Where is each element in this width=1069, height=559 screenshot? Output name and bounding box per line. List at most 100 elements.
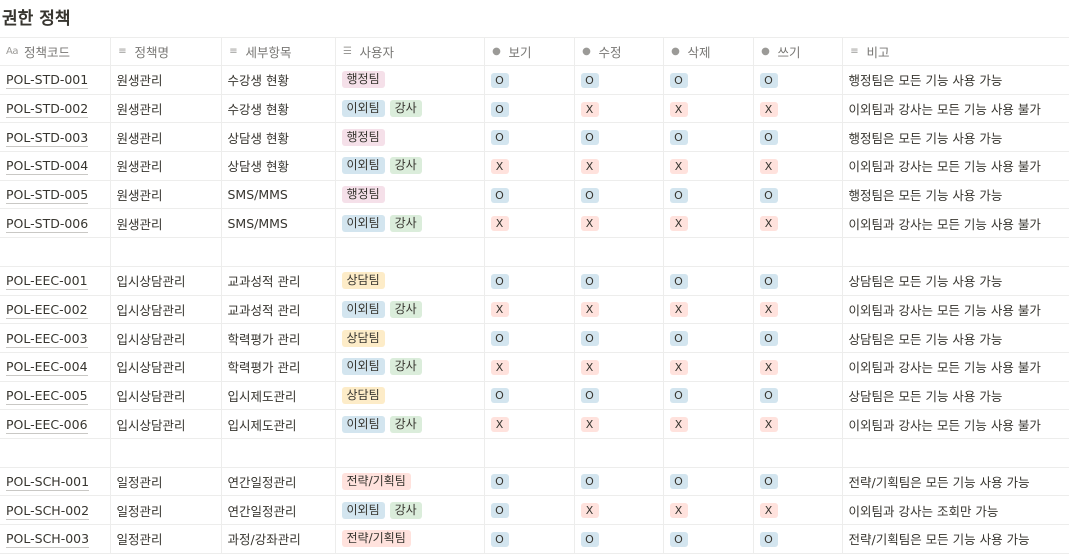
empty-cell[interactable]: [842, 438, 1069, 468]
cell-detail-item[interactable]: 학력평가 관리: [221, 352, 336, 382]
policy-code-text[interactable]: POL-EEC-004: [6, 359, 88, 377]
empty-cell[interactable]: [335, 237, 485, 267]
cell-permission-edit[interactable]: O: [574, 524, 664, 554]
cell-detail-item[interactable]: 수강생 현황: [221, 65, 336, 95]
cell-policy-name[interactable]: 원생관리: [110, 208, 222, 239]
cell-permission-delete[interactable]: O: [663, 524, 754, 554]
cell-note[interactable]: 이외팀과 강사는 모든 기능 사용 불가: [842, 151, 1069, 181]
column-header-view[interactable]: ● 보기: [484, 37, 575, 66]
cell-permission-view[interactable]: O: [484, 180, 575, 210]
cell-policy-code[interactable]: POL-STD-004: [0, 151, 111, 181]
cell-detail-item[interactable]: 상담생 현황: [221, 151, 336, 181]
cell-users[interactable]: 행정팀: [335, 122, 485, 153]
cell-policy-name[interactable]: 입시상담관리: [110, 323, 222, 353]
cell-policy-name[interactable]: 일정관리: [110, 467, 222, 497]
cell-permission-view[interactable]: O: [484, 266, 575, 296]
cell-policy-name[interactable]: 원생관리: [110, 180, 222, 210]
policy-code-text[interactable]: POL-EEC-006: [6, 416, 88, 434]
cell-note[interactable]: 전략/기획팀은 모든 기능 사용 가능: [842, 524, 1069, 554]
table-row[interactable]: POL-STD-005 원생관리 SMS/MMS 행정팀 O O O O 행정팀은 모든 기능 …: [0, 180, 1069, 210]
table-row[interactable]: POL-EEC-001 입시상담관리 교과성적 관리 상담팀 O O O O 상담팀은 모든 기…: [0, 266, 1069, 296]
policy-code-text[interactable]: POL-STD-006: [6, 215, 89, 233]
cell-permission-edit[interactable]: X: [574, 208, 664, 239]
table-row[interactable]: POL-STD-004 원생관리 상담생 현황 이외팀 강사 X X X X 이외팀과 강사는 모…: [0, 151, 1069, 181]
cell-detail-item[interactable]: SMS/MMS: [221, 208, 336, 239]
cell-permission-edit[interactable]: X: [574, 495, 664, 525]
cell-note[interactable]: 이외팀과 강사는 모든 기능 사용 불가: [842, 94, 1069, 124]
policy-code-text[interactable]: POL-STD-001: [6, 72, 89, 90]
cell-users[interactable]: 이외팀 강사: [335, 409, 485, 439]
empty-cell[interactable]: [110, 237, 222, 267]
cell-note[interactable]: 상담팀은 모든 기능 사용 가능: [842, 323, 1069, 353]
cell-note[interactable]: 이외팀과 강사는 조회만 가능: [842, 495, 1069, 525]
empty-cell[interactable]: [753, 438, 843, 468]
cell-policy-code[interactable]: POL-STD-001: [0, 65, 111, 95]
cell-policy-code[interactable]: POL-STD-003: [0, 122, 111, 153]
empty-row[interactable]: [0, 237, 1069, 267]
column-header-note[interactable]: ≡ 비고: [842, 37, 1069, 66]
cell-permission-edit[interactable]: O: [574, 467, 664, 497]
cell-permission-delete[interactable]: X: [663, 151, 754, 181]
cell-permission-view[interactable]: O: [484, 524, 575, 554]
cell-permission-write[interactable]: X: [753, 409, 843, 439]
table-row[interactable]: POL-EEC-006 입시상담관리 입시제도관리 이외팀 강사 X X X X 이외팀과 강사는…: [0, 409, 1069, 439]
policy-code-text[interactable]: POL-STD-003: [6, 129, 89, 147]
cell-permission-write[interactable]: X: [753, 151, 843, 181]
cell-permission-delete[interactable]: O: [663, 467, 754, 497]
table-row[interactable]: POL-STD-003 원생관리 상담생 현황 행정팀 O O O O 행정팀은 모든 기능 사…: [0, 122, 1069, 153]
empty-cell[interactable]: [753, 237, 843, 267]
cell-note[interactable]: 이외팀과 강사는 모든 기능 사용 불가: [842, 295, 1069, 325]
column-header-name[interactable]: ≡ 정책명: [110, 37, 222, 66]
cell-policy-code[interactable]: POL-EEC-006: [0, 409, 111, 439]
cell-policy-name[interactable]: 입시상담관리: [110, 266, 222, 296]
empty-row[interactable]: [0, 438, 1069, 468]
table-row[interactable]: POL-STD-002 원생관리 수강생 현황 이외팀 강사 O X X X 이외팀과 강사는 모…: [0, 94, 1069, 124]
cell-permission-view[interactable]: O: [484, 467, 575, 497]
cell-permission-write[interactable]: O: [753, 266, 843, 296]
policy-code-text[interactable]: POL-EEC-003: [6, 330, 88, 348]
policy-code-text[interactable]: POL-EEC-005: [6, 387, 88, 405]
cell-permission-delete[interactable]: O: [663, 65, 754, 95]
table-row[interactable]: POL-EEC-005 입시상담관리 입시제도관리 상담팀 O O O O 상담팀은 모든 기능…: [0, 381, 1069, 411]
empty-cell[interactable]: [663, 438, 754, 468]
table-row[interactable]: POL-EEC-004 입시상담관리 학력평가 관리 이외팀 강사 X X X X 이외팀과 강사…: [0, 352, 1069, 382]
cell-permission-edit[interactable]: O: [574, 65, 664, 95]
cell-detail-item[interactable]: 연간일정관리: [221, 467, 336, 497]
cell-note[interactable]: 전략/기획팀은 모든 기능 사용 가능: [842, 467, 1069, 497]
cell-permission-view[interactable]: O: [484, 381, 575, 411]
cell-detail-item[interactable]: 입시제도관리: [221, 409, 336, 439]
cell-users[interactable]: 상담팀: [335, 381, 485, 411]
cell-users[interactable]: 전략/기획팀: [335, 467, 485, 497]
cell-permission-delete[interactable]: X: [663, 495, 754, 525]
cell-permission-view[interactable]: X: [484, 151, 575, 181]
cell-note[interactable]: 이외팀과 강사는 모든 기능 사용 불가: [842, 352, 1069, 382]
cell-permission-write[interactable]: X: [753, 295, 843, 325]
cell-permission-delete[interactable]: X: [663, 295, 754, 325]
cell-permission-edit[interactable]: X: [574, 352, 664, 382]
cell-permission-view[interactable]: O: [484, 65, 575, 95]
policy-code-text[interactable]: POL-EEC-001: [6, 273, 88, 291]
cell-permission-delete[interactable]: X: [663, 352, 754, 382]
cell-permission-delete[interactable]: X: [663, 208, 754, 239]
cell-permission-write[interactable]: X: [753, 94, 843, 124]
cell-permission-view[interactable]: X: [484, 208, 575, 239]
cell-permission-view[interactable]: O: [484, 323, 575, 353]
cell-note[interactable]: 이외팀과 강사는 모든 기능 사용 불가: [842, 409, 1069, 439]
cell-policy-code[interactable]: POL-STD-006: [0, 208, 111, 239]
cell-policy-name[interactable]: 입시상담관리: [110, 409, 222, 439]
cell-permission-edit[interactable]: O: [574, 180, 664, 210]
cell-permission-write[interactable]: O: [753, 467, 843, 497]
cell-policy-code[interactable]: POL-EEC-004: [0, 352, 111, 382]
empty-cell[interactable]: [842, 237, 1069, 267]
empty-cell[interactable]: [0, 237, 111, 267]
cell-permission-delete[interactable]: O: [663, 323, 754, 353]
cell-permission-view[interactable]: O: [484, 495, 575, 525]
empty-cell[interactable]: [0, 438, 111, 468]
empty-cell[interactable]: [484, 237, 575, 267]
cell-policy-name[interactable]: 입시상담관리: [110, 295, 222, 325]
cell-permission-delete[interactable]: O: [663, 381, 754, 411]
cell-detail-item[interactable]: 수강생 현황: [221, 94, 336, 124]
cell-detail-item[interactable]: 교과성적 관리: [221, 266, 336, 296]
cell-users[interactable]: 이외팀 강사: [335, 94, 485, 124]
cell-detail-item[interactable]: 교과성적 관리: [221, 295, 336, 325]
